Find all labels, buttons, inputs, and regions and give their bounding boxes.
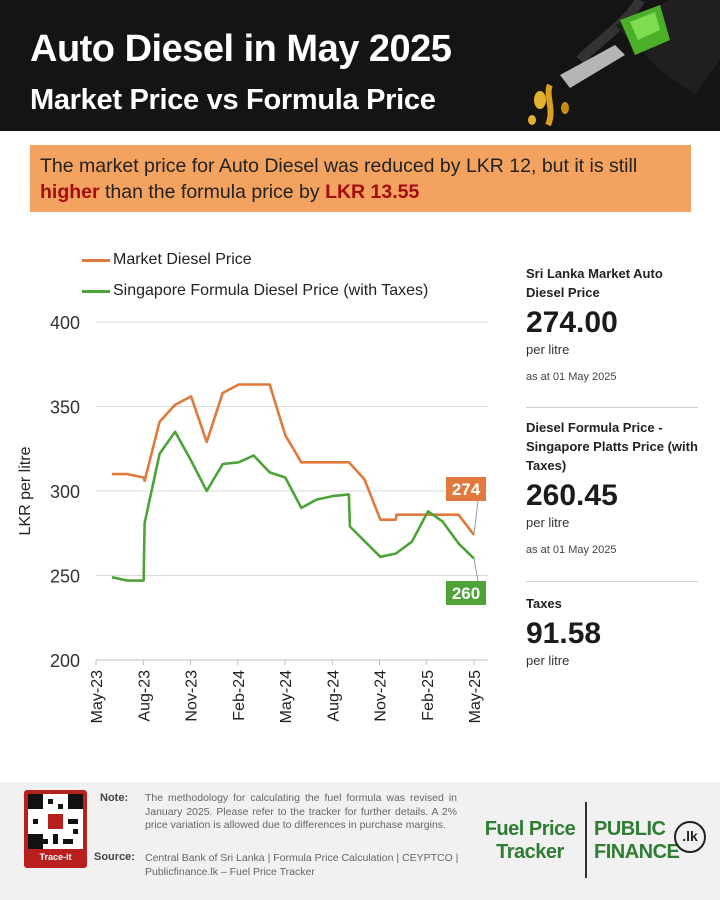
pf-lk-badge: .lk <box>674 821 706 853</box>
formula-price-label: Diesel Formula Price - Singapore Platts … <box>526 420 698 473</box>
y-tick-label: 400 <box>50 313 80 333</box>
note-text: The methodology for calculating the fuel… <box>145 792 457 831</box>
taxes-card: Taxes 91.58 per litre <box>526 594 701 668</box>
banner-highlight-higher: higher <box>40 181 100 203</box>
pf-line-1: PUBLIC <box>594 818 666 840</box>
y-tick-label: 200 <box>50 651 80 671</box>
x-tick-label: Aug-23 <box>136 670 153 722</box>
legend-label-market: Market Diesel Price <box>113 251 252 268</box>
banner-highlight-amount: LKR 13.55 <box>325 181 420 203</box>
end-label-box <box>446 581 486 605</box>
legend-swatch-market <box>82 258 110 262</box>
taxes-value: 91.58 <box>526 617 602 650</box>
x-tick-label: May-23 <box>89 670 106 723</box>
market-price-date: as at 01 May 2025 <box>526 371 617 383</box>
market-price-card: Sri Lanka Market Auto Diesel Price 274.0… <box>526 264 701 383</box>
end-label-leader <box>473 558 479 582</box>
formula-price-unit: per litre <box>526 515 570 530</box>
formula-price-value: 260.45 <box>526 479 618 512</box>
taxes-unit: per litre <box>526 653 570 668</box>
fpt-line-2: Tracker <box>496 841 564 863</box>
fuel-nozzle-icon <box>528 0 720 127</box>
banner-text-1: The market price for Auto Diesel was red… <box>40 155 638 177</box>
header: Auto Diesel in May 2025 Market Price vs … <box>0 0 720 131</box>
end-label-formula: 260 <box>452 584 480 603</box>
qr-label: Trace-it <box>39 852 72 862</box>
y-tick-label: 250 <box>50 567 80 587</box>
note-label: Note: <box>100 792 129 804</box>
formula-price-date: as at 01 May 2025 <box>526 544 617 556</box>
end-label-market: 274 <box>452 480 481 499</box>
formula-price-card: Diesel Formula Price - Singapore Platts … <box>526 418 701 556</box>
y-tick-label: 300 <box>50 482 80 502</box>
sidebar-divider <box>526 407 698 408</box>
series-line-market <box>112 383 476 536</box>
price-line-chart: 200 250 300 350 400 LKR per litre May-23 Aug-23… <box>17 313 488 723</box>
sidebar-divider <box>526 581 698 582</box>
series-line-formula <box>111 430 475 582</box>
fpt-line-1: Fuel Price <box>484 818 576 840</box>
legend-swatch-formula <box>82 289 110 293</box>
y-axis-label: LKR per litre <box>17 446 34 535</box>
end-label-box <box>446 477 486 501</box>
source-label: Source: <box>94 851 135 863</box>
page-subtitle: Market Price vs Formula Price <box>30 84 436 116</box>
x-tick-label: May-24 <box>278 670 295 723</box>
public-finance-logo: PUBLIC FINANCE <box>594 818 680 864</box>
x-tick-label: Nov-24 <box>373 670 390 722</box>
trace-it-qr[interactable]: Trace-it <box>24 790 87 868</box>
market-price-unit: per litre <box>526 342 570 357</box>
legend-item-formula: Singapore Formula Diesel Price (with Tax… <box>82 279 428 303</box>
footer-divider <box>585 802 587 878</box>
x-tick-label: Feb-24 <box>231 670 248 721</box>
y-tick-label: 350 <box>50 398 80 418</box>
page-title: Auto Diesel in May 2025 <box>30 28 452 70</box>
market-price-label: Sri Lanka Market Auto Diesel Price <box>526 266 663 300</box>
market-price-value: 274.00 <box>526 306 618 339</box>
taxes-label: Taxes <box>526 596 562 611</box>
footer: Trace-it Note: The methodology for calcu… <box>0 782 720 900</box>
banner-text-2: than the formula price by <box>105 181 320 203</box>
x-tick-label: May-25 <box>467 670 484 723</box>
fuel-price-tracker-logo: Fuel Price Tracker <box>482 818 578 864</box>
legend-label-formula: Singapore Formula Diesel Price (with Tax… <box>113 282 429 299</box>
pf-line-2: FINANCE <box>594 841 680 863</box>
source-text: Central Bank of Sri Lanka | Formula Pric… <box>145 852 459 878</box>
qr-code-icon <box>28 794 83 849</box>
x-tick-label: Feb-25 <box>420 670 437 721</box>
x-tick-label: Aug-24 <box>325 670 342 722</box>
summary-banner: The market price for Auto Diesel was red… <box>30 145 691 212</box>
legend-item-market: Market Diesel Price <box>82 248 252 272</box>
end-label-leader <box>473 500 479 535</box>
x-tick-label: Nov-23 <box>184 670 201 722</box>
